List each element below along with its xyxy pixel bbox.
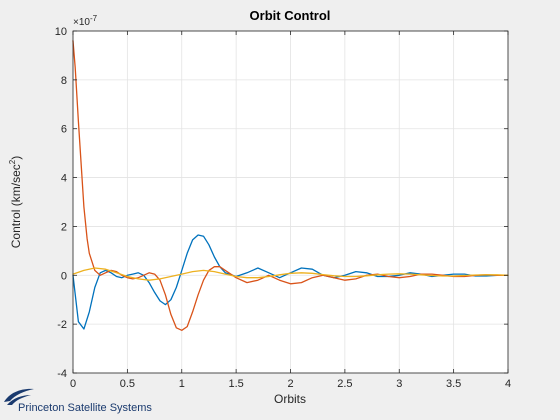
axis-ticks: 0 0.5 1 1.5 2 2.5 3 3.5 4 -4 -2 0 2 4 6 8 10	[55, 26, 511, 390]
x-tick-label: 3	[396, 378, 402, 390]
plot-area: 0 0.5 1 1.5 2 2.5 3 3.5 4 -4 -2 0 2 4 6 8 10	[55, 26, 511, 390]
chart-title: Orbit Control	[250, 8, 331, 23]
series-line-2	[72, 40, 509, 331]
x-tick-label: 0.5	[120, 378, 135, 390]
y-axis-label-superscript: 2	[8, 159, 17, 164]
x-tick-label: 1	[179, 378, 185, 390]
y-tick-label: 0	[61, 270, 67, 282]
y-exponent-prefix: ×10	[73, 17, 90, 28]
svg-text:Control (km/sec2): Control (km/sec2)	[8, 156, 23, 248]
x-axis-label: Orbits	[274, 392, 306, 406]
y-tick-label: 2	[61, 221, 67, 233]
y-tick-label: 6	[61, 124, 67, 136]
y-tick-label: 4	[61, 173, 67, 185]
y-tick-label: 8	[61, 75, 67, 87]
swoosh-icon	[4, 388, 34, 405]
company-name: Princeton Satellite Systems	[18, 402, 152, 414]
y-axis-label: Control (km/sec2)	[8, 156, 23, 248]
x-tick-label: 2.5	[337, 378, 352, 390]
company-logo: Princeton Satellite Systems	[4, 388, 152, 414]
y-axis-label-close: )	[9, 156, 23, 160]
x-tick-label: 4	[505, 378, 511, 390]
x-tick-label: 1.5	[228, 378, 243, 390]
x-tick-label: 2	[287, 378, 293, 390]
series-line-3	[72, 267, 509, 281]
y-axis-label-text: Control (km/sec	[9, 164, 23, 248]
y-exponent-label: ×10-7	[73, 14, 98, 28]
x-tick-label: 0	[70, 378, 76, 390]
y-exponent-value: -7	[90, 14, 98, 23]
x-tick-label: 3.5	[446, 378, 461, 390]
y-tick-label: 10	[55, 26, 67, 38]
y-tick-label: -4	[57, 368, 67, 380]
series-lines	[72, 40, 509, 331]
y-tick-label: -2	[57, 319, 67, 331]
